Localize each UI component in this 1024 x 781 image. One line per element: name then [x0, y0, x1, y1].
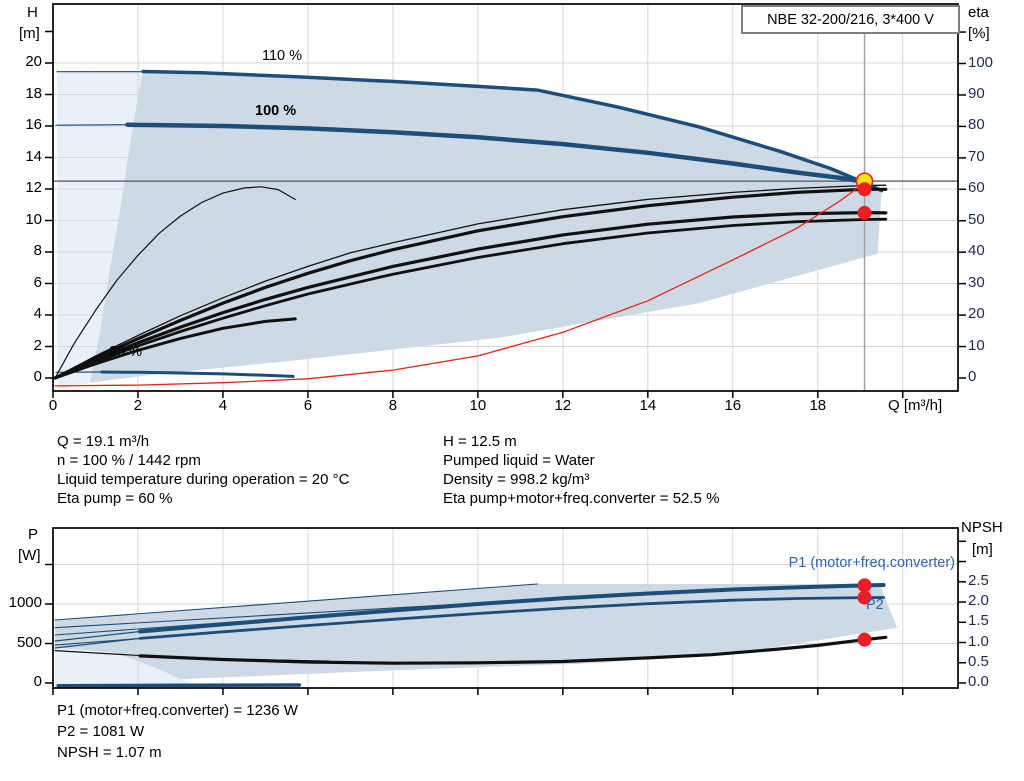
p2-curve	[138, 596, 885, 640]
p1-lead	[54, 630, 141, 642]
plot-frame	[52, 3, 959, 392]
speed-envelope-light	[57, 70, 144, 390]
speed-envelope	[90, 72, 882, 383]
p1-point	[857, 578, 872, 593]
p2-lead	[54, 637, 141, 649]
p2-point	[857, 590, 872, 605]
eta-total-2	[53, 217, 888, 380]
eta-pump	[53, 187, 888, 380]
npsh-point	[857, 632, 872, 647]
speed-fan-1	[54, 583, 538, 621]
power-envelope-light	[55, 647, 198, 687]
p1-curve	[138, 583, 886, 634]
head-110pct	[141, 69, 884, 193]
eta-25pct	[54, 186, 296, 379]
system-curve	[54, 182, 866, 387]
eta-short	[53, 317, 297, 380]
head-100pct	[125, 122, 867, 185]
eta-total-1	[53, 211, 888, 380]
head-efficiency-chart	[45, 3, 966, 398]
head-100pct-lead	[55, 124, 129, 126]
eta-pump-point	[857, 182, 872, 197]
eta-pump-thin	[54, 184, 887, 379]
plot-frame	[52, 527, 959, 689]
eta-total-point	[857, 205, 872, 220]
power-npsh-chart	[45, 527, 966, 695]
head-25pct	[100, 370, 295, 378]
p-25pct	[56, 683, 302, 688]
npsh-curve	[138, 635, 888, 665]
